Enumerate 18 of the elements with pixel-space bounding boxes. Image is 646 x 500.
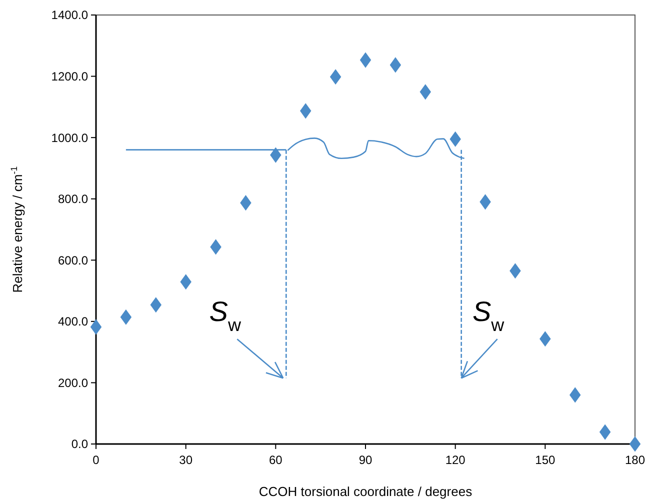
x-tick-label: 90 [358, 453, 372, 467]
x-tick-label: 150 [535, 453, 556, 467]
x-tick-label: 180 [624, 453, 646, 467]
y-tick-label: 800.0 [58, 192, 88, 206]
y-tick-label: 400.0 [58, 314, 88, 329]
y-tick-label: 0.0 [71, 437, 88, 452]
y-tick-label: 1200.0 [51, 69, 88, 84]
y-tick-label: 600.0 [58, 253, 88, 268]
x-tick-label: 120 [445, 453, 466, 467]
annotation: S$_{w}$ [472, 296, 506, 336]
y-tick-label: 200.0 [58, 376, 88, 390]
x-tick-label: 30 [179, 453, 193, 467]
y-tick-label: 1400.0 [51, 8, 88, 22]
x-tick-label: 60 [268, 453, 283, 467]
y-tick-label: 1000.0 [51, 130, 88, 145]
x-axis-title: CCOH torsional coordinate / degrees [258, 484, 473, 499]
x-tick-label: 0 [92, 453, 100, 467]
annotation: S$_{w}$ [209, 296, 242, 336]
